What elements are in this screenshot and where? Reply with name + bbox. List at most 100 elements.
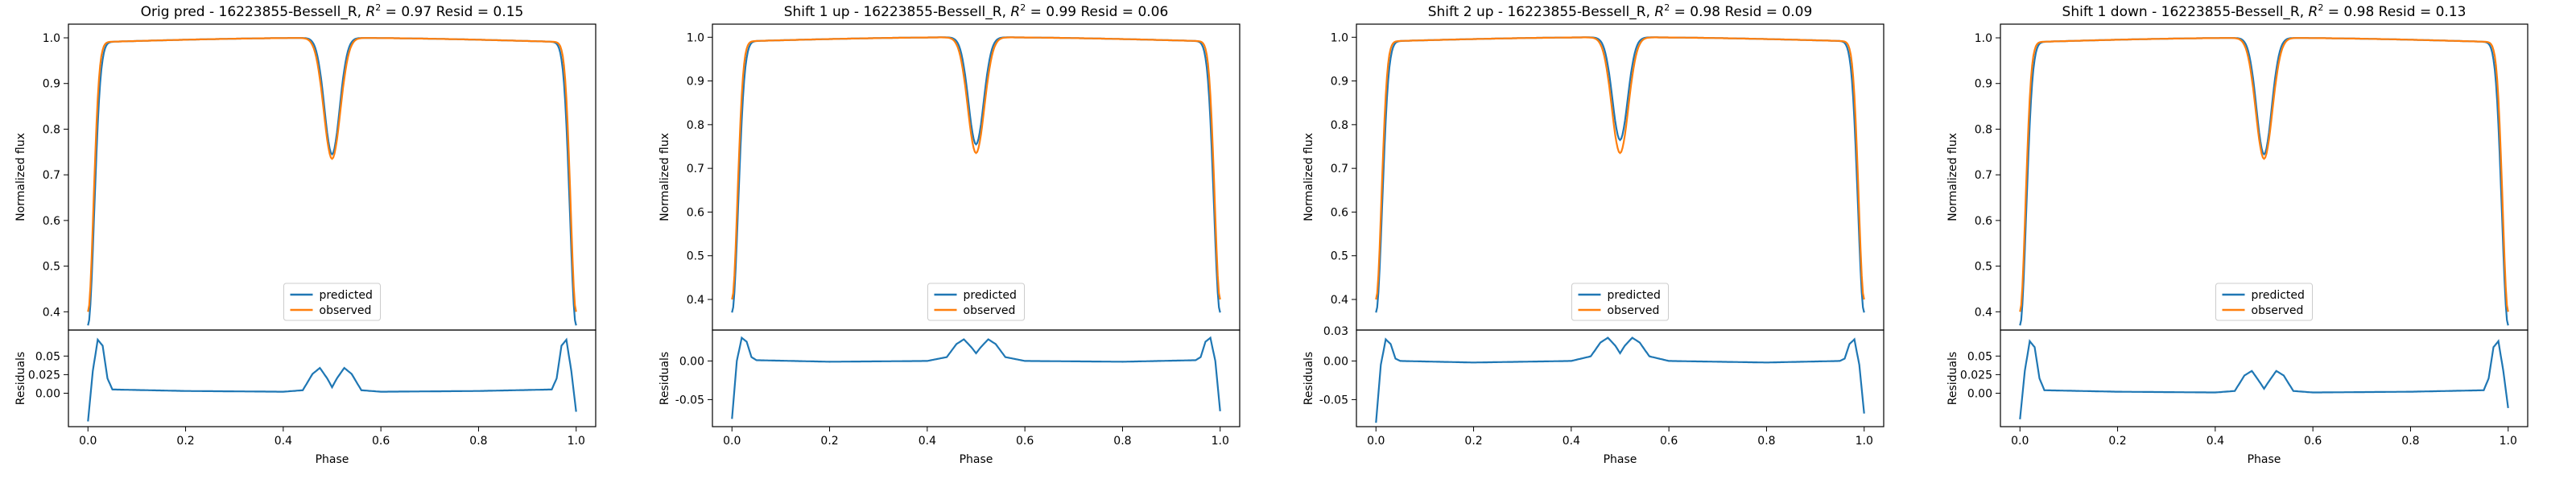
xtick-label: 0.0 — [79, 435, 97, 448]
x-axis-label: Phase — [2248, 453, 2281, 466]
flux-ytick-label: 0.6 — [1331, 206, 1348, 219]
xtick-label: 0.8 — [469, 435, 487, 448]
flux-ytick-label: 0.7 — [43, 169, 60, 182]
flux-ytick-label: 0.5 — [687, 250, 704, 263]
flux-ytick-label: 0.9 — [1975, 78, 1992, 91]
flux-ytick-label: 1.0 — [43, 32, 60, 45]
xtick-label: 0.4 — [2207, 435, 2224, 448]
residual-series-line — [731, 336, 1221, 419]
residual-axes-frame — [68, 329, 597, 427]
title-prefix: Shift 1 down - 16223855-Bessell_R, — [2062, 4, 2309, 20]
legend: predicted observed — [1571, 283, 1669, 321]
flux-ylabel: Normalized flux — [14, 133, 27, 221]
flux-ytick-label: 0.9 — [43, 78, 60, 91]
flux-ytick-label: 0.9 — [687, 76, 704, 89]
predicted-series-line — [731, 36, 1221, 313]
residual-ytick-label: 0.05 — [35, 350, 60, 363]
legend-observed-label: observed — [320, 304, 372, 317]
residual-axes-frame — [712, 329, 1241, 427]
flux-ytick-label: 0.7 — [687, 163, 704, 175]
flux-ytick-label: 0.7 — [1975, 169, 1992, 182]
residual-ylabel: Residuals — [1946, 352, 1959, 405]
residual-ylabel: Residuals — [658, 352, 671, 405]
title-r: R — [2309, 4, 2318, 20]
residual-ytick-label: 0.00 — [1967, 387, 1992, 400]
flux-ylabel: Normalized flux — [1302, 133, 1315, 221]
flux-ytick-label: 0.9 — [1331, 76, 1348, 89]
predicted-series-line — [87, 37, 577, 326]
flux-ytick-label: 0.5 — [1331, 250, 1348, 263]
residual-ytick-label: 0.025 — [28, 369, 60, 382]
title-r: R — [1654, 4, 1664, 20]
legend-predicted-label: predicted — [320, 289, 373, 302]
subplot-title: Shift 2 up - 16223855-Bessell_R, R2 = 0.… — [1428, 2, 1813, 20]
title-prefix: Shift 2 up - 16223855-Bessell_R, — [1428, 4, 1655, 20]
xtick-label: 0.8 — [1113, 435, 1131, 448]
flux-ytick-label: 0.4 — [1975, 306, 1992, 319]
subplot-title: Shift 1 up - 16223855-Bessell_R, R2 = 0.… — [784, 2, 1169, 20]
xtick-label: 0.4 — [919, 435, 936, 448]
xtick-label: 1.0 — [2500, 435, 2517, 448]
title-suffix: = 0.97 Resid = 0.15 — [381, 4, 523, 20]
title-prefix: Orig pred - 16223855-Bessell_R, — [141, 4, 366, 20]
xtick-label: 0.2 — [2108, 435, 2126, 448]
title-superscript: 2 — [375, 2, 381, 13]
observed-series-line — [1375, 36, 1865, 300]
title-superscript: 2 — [2318, 2, 2323, 13]
xtick-label: 0.8 — [1757, 435, 1775, 448]
subplot-title: Orig pred - 16223855-Bessell_R, R2 = 0.9… — [141, 2, 524, 20]
predicted-series-line — [1375, 36, 1865, 313]
subplot-4: Shift 1 down - 16223855-Bessell_R, R2 = … — [1946, 2, 2529, 466]
xtick-label: 0.0 — [723, 435, 741, 448]
flux-ytick-label: 0.8 — [43, 123, 60, 136]
flux-ytick-label: 0.5 — [43, 261, 60, 274]
flux-ytick-label: 0.8 — [1975, 123, 1992, 136]
residual-ytick-label: 0.00 — [679, 355, 704, 368]
subplot-1: Orig pred - 16223855-Bessell_R, R2 = 0.9… — [14, 2, 597, 466]
residual-axes-frame — [2000, 329, 2529, 427]
residual-ytick-label: 0.025 — [1960, 369, 1992, 382]
legend-box — [927, 283, 1025, 321]
title-r: R — [365, 4, 375, 20]
residual-ytick-label: 0.05 — [1967, 350, 1992, 363]
xtick-label: 0.4 — [1563, 435, 1580, 448]
residual-ytick-label: -0.05 — [675, 394, 704, 407]
x-axis-label: Phase — [316, 453, 349, 466]
subplot-2: Shift 1 up - 16223855-Bessell_R, R2 = 0.… — [658, 2, 1241, 466]
xtick-label: 0.6 — [2304, 435, 2322, 448]
x-axis-label: Phase — [1604, 453, 1637, 466]
legend: predicted observed — [283, 283, 381, 321]
legend: predicted observed — [2215, 283, 2313, 321]
title-r: R — [1010, 4, 1020, 20]
legend-box — [1571, 283, 1669, 321]
observed-series-line — [87, 37, 577, 312]
flux-ytick-label: 0.8 — [1331, 119, 1348, 132]
legend-predicted-label: predicted — [964, 289, 1017, 302]
xtick-label: 1.0 — [568, 435, 585, 448]
legend: predicted observed — [927, 283, 1025, 321]
residual-ytick-label: 0.00 — [35, 387, 60, 400]
title-superscript: 2 — [1020, 2, 1026, 13]
legend-predicted-label: predicted — [2252, 289, 2305, 302]
flux-ylabel: Normalized flux — [658, 133, 671, 221]
xtick-label: 0.2 — [176, 435, 194, 448]
flux-ytick-label: 0.7 — [1331, 163, 1348, 175]
observed-series-line — [2019, 37, 2509, 312]
legend-observed-label: observed — [2252, 304, 2304, 317]
flux-ytick-label: 0.6 — [687, 206, 704, 219]
x-axis-label: Phase — [960, 453, 993, 466]
residual-ytick-label: -0.05 — [1319, 394, 1348, 407]
residual-corner-label: 0.03 — [1323, 325, 1348, 338]
title-superscript: 2 — [1664, 2, 1670, 13]
residual-series-line — [87, 337, 577, 422]
title-suffix: = 0.99 Resid = 0.06 — [1026, 4, 1168, 20]
predicted-series-line — [2019, 37, 2509, 326]
observed-series-line — [731, 36, 1221, 300]
residual-axes-frame — [1356, 329, 1885, 427]
title-prefix: Shift 1 up - 16223855-Bessell_R, — [784, 4, 1011, 20]
xtick-label: 0.8 — [2401, 435, 2419, 448]
xtick-label: 0.6 — [372, 435, 390, 448]
legend-observed-label: observed — [964, 304, 1016, 317]
xtick-label: 0.6 — [1660, 435, 1678, 448]
xtick-label: 1.0 — [1212, 435, 1229, 448]
